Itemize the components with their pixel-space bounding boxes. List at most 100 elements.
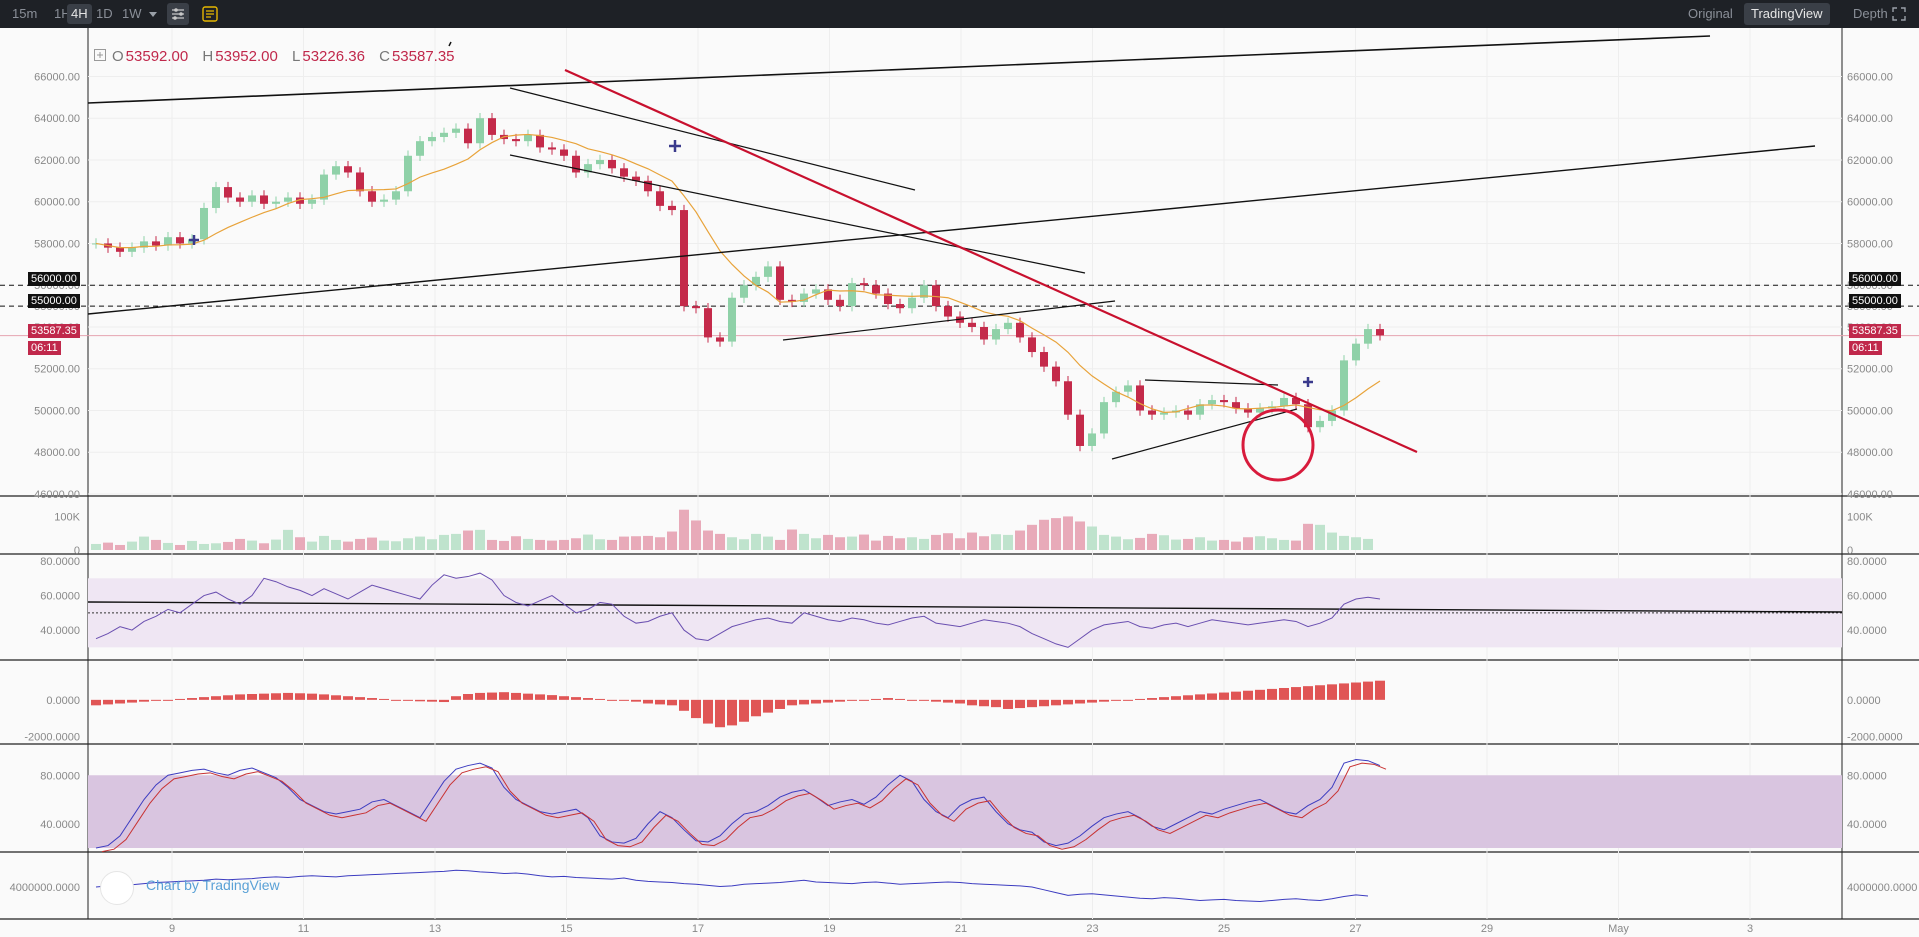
volume-bar bbox=[703, 530, 713, 550]
macd-histogram-bar bbox=[871, 698, 881, 700]
volume-bar bbox=[499, 540, 509, 550]
macd-histogram-bar bbox=[163, 699, 173, 701]
fullscreen-icon[interactable] bbox=[1888, 3, 1910, 25]
volume-bar bbox=[631, 536, 641, 550]
macd-histogram-bar bbox=[223, 695, 233, 700]
macd-histogram-bar bbox=[1243, 690, 1253, 700]
trendline-support-1[interactable] bbox=[782, 300, 1116, 341]
candle-body bbox=[548, 147, 556, 150]
trendline-resistance[interactable] bbox=[1144, 379, 1279, 386]
volume-bar bbox=[1303, 523, 1313, 550]
open-label: O bbox=[112, 48, 124, 65]
macd-histogram-bar bbox=[799, 699, 809, 705]
volume-bar bbox=[331, 539, 341, 550]
volume-bar bbox=[103, 542, 113, 550]
timeframe-4h[interactable]: 4H bbox=[67, 4, 92, 24]
trendline-red-downtrend[interactable] bbox=[564, 68, 1418, 454]
candle-body bbox=[200, 207, 208, 240]
close-value: 53587.35 bbox=[391, 48, 455, 65]
volume-bar bbox=[667, 531, 677, 550]
timeframe-15m[interactable]: 15m bbox=[12, 6, 38, 21]
macd-histogram-bar bbox=[919, 699, 929, 701]
candle-body bbox=[1016, 322, 1024, 338]
macd-histogram-bar bbox=[1087, 699, 1097, 703]
candle-body bbox=[848, 283, 856, 307]
candle-body bbox=[188, 239, 196, 244]
timeframe-1d[interactable]: 1D bbox=[96, 6, 113, 21]
volume-bar bbox=[1255, 536, 1265, 550]
volume-bar bbox=[1027, 524, 1037, 550]
volume-bar bbox=[559, 539, 569, 550]
y-tick-label-right: 58000.00 bbox=[1847, 238, 1893, 250]
tradingview-chart[interactable]: 9 11 13 15 17 19 21 23 25 27 29 May 3 66000.00 66000.0… bbox=[0, 28, 1919, 937]
candle-body bbox=[872, 285, 880, 294]
trendline-falling-2[interactable] bbox=[509, 154, 1086, 274]
close-label: C bbox=[379, 48, 390, 65]
macd-histogram-bar bbox=[679, 699, 689, 711]
notes-icon[interactable] bbox=[199, 3, 221, 25]
candle-body bbox=[524, 134, 532, 142]
timeframe-1w[interactable]: 1W bbox=[122, 6, 142, 21]
trendline-upper[interactable] bbox=[87, 35, 1711, 104]
x-tick-label: 9 bbox=[169, 923, 175, 935]
candle-body bbox=[140, 241, 148, 248]
volume-bar bbox=[1147, 533, 1157, 550]
chevron-down-icon[interactable] bbox=[142, 3, 164, 25]
volume-tick-right: 0 bbox=[1847, 545, 1853, 557]
macd-histogram-bar bbox=[499, 692, 509, 700]
stoch-tick-left: 80.0000 bbox=[40, 770, 80, 782]
volume-tick-right: 100K bbox=[1847, 511, 1873, 523]
high-label: H bbox=[202, 48, 214, 65]
y-tick-label-right: 66000.00 bbox=[1847, 71, 1893, 83]
macd-histogram-bar bbox=[823, 699, 833, 703]
x-tick-label: 13 bbox=[429, 923, 441, 935]
candle-body bbox=[1304, 404, 1312, 428]
candle-body bbox=[704, 308, 712, 338]
candle-body bbox=[620, 168, 628, 177]
candle-body bbox=[212, 187, 220, 208]
trendline-falling-1[interactable] bbox=[509, 87, 916, 191]
volume-bar bbox=[1195, 537, 1205, 550]
tradingview-watermark[interactable]: Chart by TradingView bbox=[146, 877, 280, 893]
candle-body bbox=[476, 118, 484, 144]
macd-histogram-bar bbox=[859, 699, 869, 701]
candle-body bbox=[728, 297, 736, 342]
macd-histogram-bar bbox=[307, 693, 317, 700]
candle-body bbox=[512, 139, 520, 142]
level-55000-tag-right: 55000.00 bbox=[1849, 294, 1901, 308]
candle-body bbox=[332, 166, 340, 175]
y-tick-label-right: 50000.00 bbox=[1847, 405, 1893, 417]
candle-body bbox=[128, 247, 136, 252]
volume-bar bbox=[1099, 534, 1109, 550]
trendline-rising[interactable] bbox=[87, 145, 1816, 315]
macd-histogram-bar bbox=[1339, 683, 1349, 700]
macd-histogram-bar bbox=[487, 692, 497, 700]
macd-histogram-bar bbox=[847, 699, 857, 701]
view-original-button[interactable]: Original bbox=[1688, 6, 1733, 21]
macd-histogram-bar bbox=[175, 698, 185, 700]
trendline-support-2[interactable] bbox=[1111, 408, 1298, 460]
candle-body bbox=[428, 136, 436, 142]
macd-histogram-bar bbox=[319, 694, 329, 700]
macd-histogram-bar bbox=[1135, 698, 1145, 700]
expand-legend-icon[interactable] bbox=[94, 49, 106, 61]
macd-histogram-bar bbox=[559, 696, 569, 700]
view-depth-button[interactable]: Depth bbox=[1853, 6, 1888, 21]
macd-histogram-bar bbox=[1279, 687, 1289, 700]
macd-histogram-bar bbox=[199, 697, 209, 700]
x-tick-label: 3 bbox=[1747, 923, 1753, 935]
candle-body bbox=[692, 306, 700, 309]
volume-bar bbox=[175, 544, 185, 550]
view-tradingview-button[interactable]: TradingView bbox=[1744, 3, 1830, 25]
candle-body bbox=[152, 241, 160, 246]
volume-bar bbox=[739, 539, 749, 550]
candle-body bbox=[980, 326, 988, 340]
volume-bar bbox=[439, 534, 449, 550]
candle-body bbox=[824, 289, 832, 300]
candle-body bbox=[968, 322, 976, 327]
highlight-circle[interactable] bbox=[1241, 408, 1315, 482]
timeframe-1h[interactable]: 1H bbox=[54, 6, 71, 21]
y-tick-label-left: 50000.00 bbox=[34, 405, 80, 417]
x-tick-label: 29 bbox=[1481, 923, 1493, 935]
indicator-settings-icon[interactable] bbox=[167, 3, 189, 25]
